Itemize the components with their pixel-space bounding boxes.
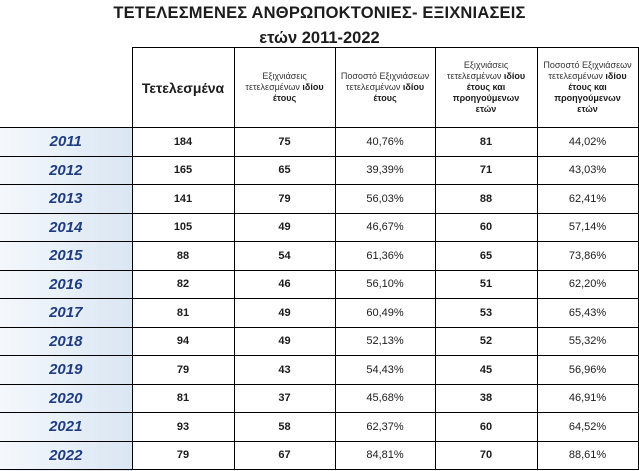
completed-cell: 94 <box>131 326 235 356</box>
table-row: 2016 82 46 56,10% 51 62,20% <box>0 269 639 299</box>
table-row: 2020 81 37 45,68% 38 46,91% <box>0 383 639 413</box>
pct-same-year-cell: 40,76% <box>334 127 436 157</box>
solved-same-year-cell: 65 <box>233 155 336 185</box>
corner-cell <box>0 47 133 128</box>
solved-same-and-prev-cell: 81 <box>434 127 538 157</box>
solved-same-year-cell: 75 <box>233 127 336 157</box>
pct-same-year-cell: 61,36% <box>334 241 436 271</box>
year-cell: 2018 <box>0 326 133 356</box>
solved-same-and-prev-cell: 60 <box>434 412 538 442</box>
pct-same-year-cell: 39,39% <box>334 155 436 185</box>
year-cell: 2017 <box>0 298 133 328</box>
table-row: 2019 79 43 54,43% 45 56,96% <box>0 355 639 385</box>
completed-cell: 105 <box>131 212 235 242</box>
pct-same-and-prev-cell: 55,32% <box>536 326 639 356</box>
solved-same-and-prev-cell: 51 <box>434 269 538 299</box>
pct-same-and-prev-cell: 62,20% <box>536 269 639 299</box>
solved-same-and-prev-cell: 53 <box>434 298 538 328</box>
pct-same-and-prev-cell: 46,91% <box>536 383 639 413</box>
pct-same-and-prev-cell: 88,61% <box>536 440 639 470</box>
pct-same-and-prev-cell: 73,86% <box>536 241 639 271</box>
year-cell: 2015 <box>0 241 133 271</box>
solved-same-year-cell: 79 <box>233 184 336 214</box>
table-row: 2021 93 58 62,37% 60 64,52% <box>0 412 639 442</box>
pct-same-and-prev-cell: 62,41% <box>536 184 639 214</box>
table-row: 2015 88 54 61,36% 65 73,86% <box>0 241 639 271</box>
solved-same-and-prev-cell: 65 <box>434 241 538 271</box>
pct-same-year-cell: 62,37% <box>334 412 436 442</box>
page-subtitle: ετών 2011-2022 <box>259 29 380 47</box>
solved-same-and-prev-cell: 70 <box>434 440 538 470</box>
completed-cell: 184 <box>131 127 235 157</box>
solved-same-and-prev-cell: 52 <box>434 326 538 356</box>
completed-cell: 81 <box>131 383 235 413</box>
pct-same-year-cell: 46,67% <box>334 212 436 242</box>
table-row: 2013 141 79 56,03% 88 62,41% <box>0 184 639 214</box>
pct-same-and-prev-cell: 44,02% <box>536 127 639 157</box>
solved-same-year-cell: 46 <box>233 269 336 299</box>
solved-same-year-cell: 43 <box>233 355 336 385</box>
pct-same-year-cell: 84,81% <box>334 440 436 470</box>
table-row: 2022 79 67 84,81% 70 88,61% <box>0 440 639 470</box>
solved-same-year-cell: 58 <box>233 412 336 442</box>
header-completed: Τετελεσμένα <box>131 47 235 128</box>
completed-cell: 165 <box>131 155 235 185</box>
pct-same-year-cell: 45,68% <box>334 383 436 413</box>
solved-same-year-cell: 49 <box>233 212 336 242</box>
solved-same-and-prev-cell: 38 <box>434 383 538 413</box>
solved-same-and-prev-cell: 88 <box>434 184 538 214</box>
year-cell: 2013 <box>0 184 133 214</box>
header-pct-same-and-prev: Ποσοστό Εξιχνιάσεων τετελεσμένων ιδίου έ… <box>536 47 639 128</box>
homicides-table: Τετελεσμένα Εξιχνιάσεις τετελεσμένων ιδί… <box>0 47 639 470</box>
completed-cell: 79 <box>131 355 235 385</box>
year-cell: 2012 <box>0 155 133 185</box>
completed-cell: 82 <box>131 269 235 299</box>
pct-same-and-prev-cell: 43,03% <box>536 155 639 185</box>
solved-same-year-cell: 49 <box>233 298 336 328</box>
pct-same-year-cell: 60,49% <box>334 298 436 328</box>
pct-same-and-prev-cell: 56,96% <box>536 355 639 385</box>
pct-same-year-cell: 56,10% <box>334 269 436 299</box>
table-row: 2012 165 65 39,39% 71 43,03% <box>0 155 639 185</box>
solved-same-year-cell: 54 <box>233 241 336 271</box>
solved-same-and-prev-cell: 45 <box>434 355 538 385</box>
completed-cell: 93 <box>131 412 235 442</box>
header-solved-same-and-prev: Εξιχνιάσεις τετελεσμένων ιδίου έτους και… <box>434 47 538 128</box>
table-row: 2014 105 49 46,67% 60 57,14% <box>0 212 639 242</box>
pct-same-and-prev-cell: 64,52% <box>536 412 639 442</box>
pct-same-and-prev-cell: 57,14% <box>536 212 639 242</box>
year-cell: 2011 <box>0 127 133 157</box>
table-row: 2018 94 49 52,13% 52 55,32% <box>0 326 639 356</box>
year-cell: 2016 <box>0 269 133 299</box>
year-cell: 2014 <box>0 212 133 242</box>
solved-same-year-cell: 49 <box>233 326 336 356</box>
completed-cell: 141 <box>131 184 235 214</box>
completed-cell: 88 <box>131 241 235 271</box>
header-row: Τετελεσμένα Εξιχνιάσεις τετελεσμένων ιδί… <box>0 47 639 128</box>
completed-cell: 79 <box>131 440 235 470</box>
table-row: 2011 184 75 40,76% 81 44,02% <box>0 127 639 157</box>
year-cell: 2019 <box>0 355 133 385</box>
pct-same-year-cell: 56,03% <box>334 184 436 214</box>
solved-same-and-prev-cell: 60 <box>434 212 538 242</box>
year-cell: 2022 <box>0 440 133 470</box>
header-solved-same-year: Εξιχνιάσεις τετελεσμένων ιδίου έτους <box>233 47 336 128</box>
year-cell: 2021 <box>0 412 133 442</box>
solved-same-year-cell: 37 <box>233 383 336 413</box>
solved-same-year-cell: 67 <box>233 440 336 470</box>
pct-same-and-prev-cell: 65,43% <box>536 298 639 328</box>
page-title: ΤΕΤΕΛΕΣΜΕΝΕΣ ΑΝΘΡΩΠΟΚΤΟΝΙΕΣ- ΕΞΙΧΝΙΑΣΕΙΣ <box>113 4 526 22</box>
completed-cell: 81 <box>131 298 235 328</box>
pct-same-year-cell: 54,43% <box>334 355 436 385</box>
header-pct-same-year: Ποσοστό Εξιχνιάσεων τετελεσμένων ιδίου έ… <box>334 47 436 128</box>
table-row: 2017 81 49 60,49% 53 65,43% <box>0 298 639 328</box>
table-body: 2011 184 75 40,76% 81 44,02% 2012 165 65 39,39% 71… <box>0 127 639 470</box>
year-cell: 2020 <box>0 383 133 413</box>
pct-same-year-cell: 52,13% <box>334 326 436 356</box>
solved-same-and-prev-cell: 71 <box>434 155 538 185</box>
